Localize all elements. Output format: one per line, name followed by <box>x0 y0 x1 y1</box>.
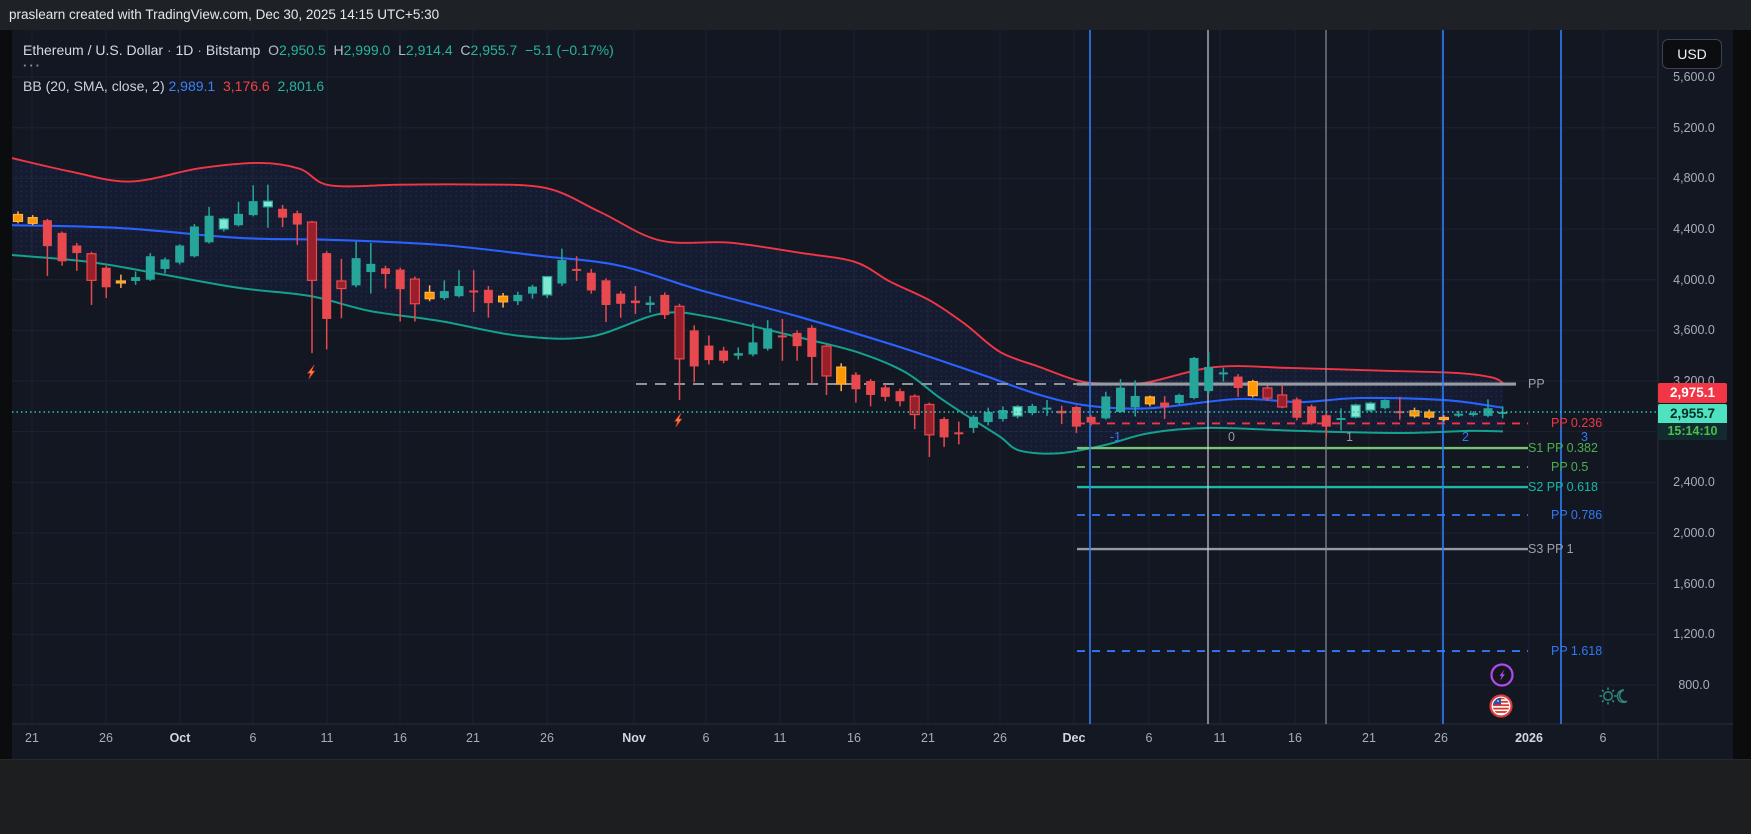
legend-segment: 2,801.6 <box>269 78 325 94</box>
attribution-text: praslearn created with TradingView.com, … <box>9 7 440 22</box>
time-tick: 21 <box>466 731 480 745</box>
vline-number-label: 1 <box>1346 430 1353 444</box>
pivot-label: PP <box>1528 377 1545 392</box>
pivot-lines <box>636 382 1528 652</box>
bb-indicator-row[interactable]: BB (20, SMA, close, 2) 2,989.1 3,176.6 2… <box>23 76 614 96</box>
time-tick: 21 <box>921 731 935 745</box>
vertical-drawing-lines[interactable] <box>1089 30 1562 724</box>
time-tick: Dec <box>1062 731 1086 745</box>
price-tick: 5,200.0 <box>1673 120 1715 135</box>
pivot-label: PP 1.618 <box>1551 644 1603 659</box>
time-tick: 11 <box>773 731 787 745</box>
legend-segment: 3,176.6 <box>215 78 270 94</box>
legend-segment: H <box>325 42 344 58</box>
legend-segment: C <box>452 42 471 58</box>
vline-number-label: -1 <box>1110 430 1122 444</box>
price-tick: 2,000.0 <box>1673 526 1715 540</box>
footer-bar: TradingView <box>0 760 1751 834</box>
pivot-label: S2 PP 0.618 <box>1528 480 1598 495</box>
legend-segment: 2,999.0 <box>343 42 391 58</box>
price-tick: 1,600.0 <box>1673 576 1715 591</box>
time-tick: 6 <box>1145 731 1153 745</box>
lightning-icon[interactable] <box>307 364 316 380</box>
legend-segment: 2,914.4 <box>405 42 453 58</box>
price-tick: 4,000.0 <box>1673 272 1715 287</box>
pivot-label: PP 0.5 <box>1551 460 1589 475</box>
legend: Ethereum / U.S. Dollar · 1D · Bitstamp O… <box>23 40 614 96</box>
time-tick: 26 <box>540 731 554 745</box>
bar-countdown: 15:14:10 <box>1658 423 1727 440</box>
legend-segment: 2,955.7 <box>470 42 518 58</box>
pivot-label: S1 PP 0.382 <box>1528 441 1598 456</box>
vline-number-label: 3 <box>1581 430 1588 444</box>
legend-segment: · <box>193 42 206 58</box>
symbol-legend-row[interactable]: Ethereum / U.S. Dollar · 1D · Bitstamp O… <box>23 40 614 60</box>
legend-segment: O <box>260 42 280 58</box>
time-tick: 11 <box>1213 731 1227 745</box>
vline-number-label: 0 <box>1228 430 1235 444</box>
attribution-bar: praslearn created with TradingView.com, … <box>0 0 1751 30</box>
time-tick: 21 <box>1362 731 1376 745</box>
legend-ellipsis[interactable]: ··· <box>23 58 42 73</box>
currency-toggle-button[interactable]: USD <box>1662 39 1722 69</box>
time-tick: 26 <box>99 731 113 745</box>
price-tick: 4,800.0 <box>1673 171 1715 186</box>
purple-event-icon[interactable] <box>1490 663 1514 687</box>
legend-segment: Bitstamp <box>205 42 261 58</box>
price-tick: 3,600.0 <box>1673 323 1715 338</box>
legend-segment: 2,950.5 <box>279 42 326 58</box>
price-tick: 4,400.0 <box>1673 222 1715 237</box>
legend-segment: · <box>163 42 176 58</box>
time-tick: 21 <box>25 731 39 745</box>
time-tick: 26 <box>1434 731 1448 745</box>
pivot-label: PP 0.236 <box>1551 416 1603 431</box>
time-tick: 6 <box>1599 731 1607 745</box>
last-price-value: 2,955.7 <box>1658 404 1727 423</box>
legend-segment: Ethereum / U.S. Dollar <box>23 42 164 58</box>
lightning-icon[interactable] <box>674 412 683 428</box>
time-tick: 11 <box>320 731 334 745</box>
time-tick: 6 <box>249 731 257 745</box>
pivot-label: PP 0.786 <box>1551 508 1603 523</box>
price-tick: 1,200.0 <box>1673 627 1715 642</box>
vline-number-label: 2 <box>1462 430 1469 444</box>
time-tick: 16 <box>847 731 861 745</box>
price-tick: 2,400.0 <box>1673 475 1715 490</box>
time-tick: 2026 <box>1515 731 1543 745</box>
legend-segment: −5.1 (−0.17%) <box>517 42 614 58</box>
legend-segment: L <box>390 42 406 58</box>
time-tick: Nov <box>622 731 646 745</box>
legend-segment: 1D <box>175 42 194 58</box>
legend-segment: 2,989.1 <box>168 78 216 94</box>
last-price-label: 2,955.7 15:14:10 <box>1658 404 1727 440</box>
time-tick: 26 <box>993 731 1007 745</box>
time-tick: Oct <box>169 731 191 745</box>
legend-segment: BB (20, SMA, close, 2) <box>23 78 169 94</box>
candles-layer[interactable] <box>12 184 1508 458</box>
time-tick: 16 <box>393 731 407 745</box>
event-markers[interactable] <box>307 364 1628 718</box>
price-tick: 800.0 <box>1678 678 1710 692</box>
time-tick: 6 <box>702 731 710 745</box>
price-tick: 5,600.0 <box>1673 70 1715 85</box>
pivot-label: S3 PP 1 <box>1528 542 1574 557</box>
us-flag-icon[interactable] <box>1489 694 1513 718</box>
sun-moon-icon[interactable] <box>1599 687 1628 705</box>
time-tick: 16 <box>1288 731 1302 745</box>
alert-price-label: 2,975.1 <box>1658 383 1727 403</box>
